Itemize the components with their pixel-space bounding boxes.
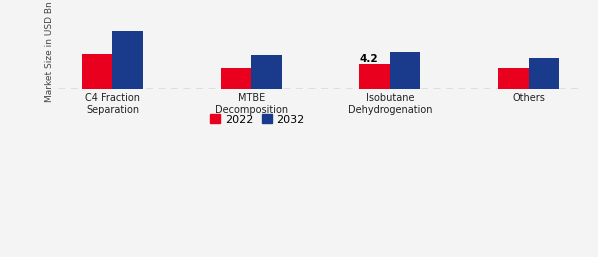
Text: 4.2: 4.2 <box>360 53 379 63</box>
Bar <box>529 58 559 89</box>
Bar <box>498 68 529 89</box>
Bar <box>221 68 251 89</box>
Bar <box>359 65 390 89</box>
Legend: 2022, 2032: 2022, 2032 <box>206 110 309 129</box>
Bar <box>112 31 143 89</box>
Bar <box>251 56 282 89</box>
Bar <box>82 53 112 89</box>
Bar <box>390 52 420 89</box>
Y-axis label: Market Size in USD Bn: Market Size in USD Bn <box>45 2 54 102</box>
